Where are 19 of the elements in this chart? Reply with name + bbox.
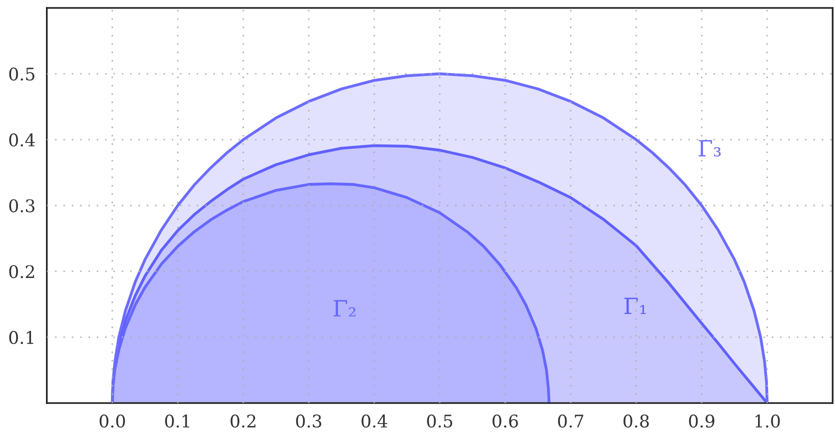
x-tick-label: 0.1 <box>165 414 190 428</box>
x-tick-label: 0.4 <box>362 414 388 428</box>
y-tick-label: 0.4 <box>9 133 35 146</box>
x-tick-label: 0.5 <box>427 414 452 428</box>
x-tick-label: 0.3 <box>296 414 322 428</box>
y-tick-label: 0.3 <box>9 199 34 212</box>
y-tick-label: 0.5 <box>9 68 34 81</box>
x-tick-label: 1.0 <box>755 414 780 428</box>
series-label: Γ₃ <box>698 140 721 157</box>
x-tick-label: 0.2 <box>230 414 256 428</box>
x-tick-label: 0.7 <box>558 414 584 428</box>
series-label: Γ₁ <box>624 298 646 314</box>
x-tick-label: 0.6 <box>492 414 518 428</box>
x-tick-label: 0.0 <box>100 414 125 428</box>
series-label: Γ₂ <box>334 300 356 316</box>
y-tick-label: 0.1 <box>9 330 34 344</box>
x-tick-label: 0.8 <box>624 414 649 428</box>
x-tick-label: 0.9 <box>689 414 714 428</box>
y-tick-label: 0.2 <box>9 265 34 278</box>
